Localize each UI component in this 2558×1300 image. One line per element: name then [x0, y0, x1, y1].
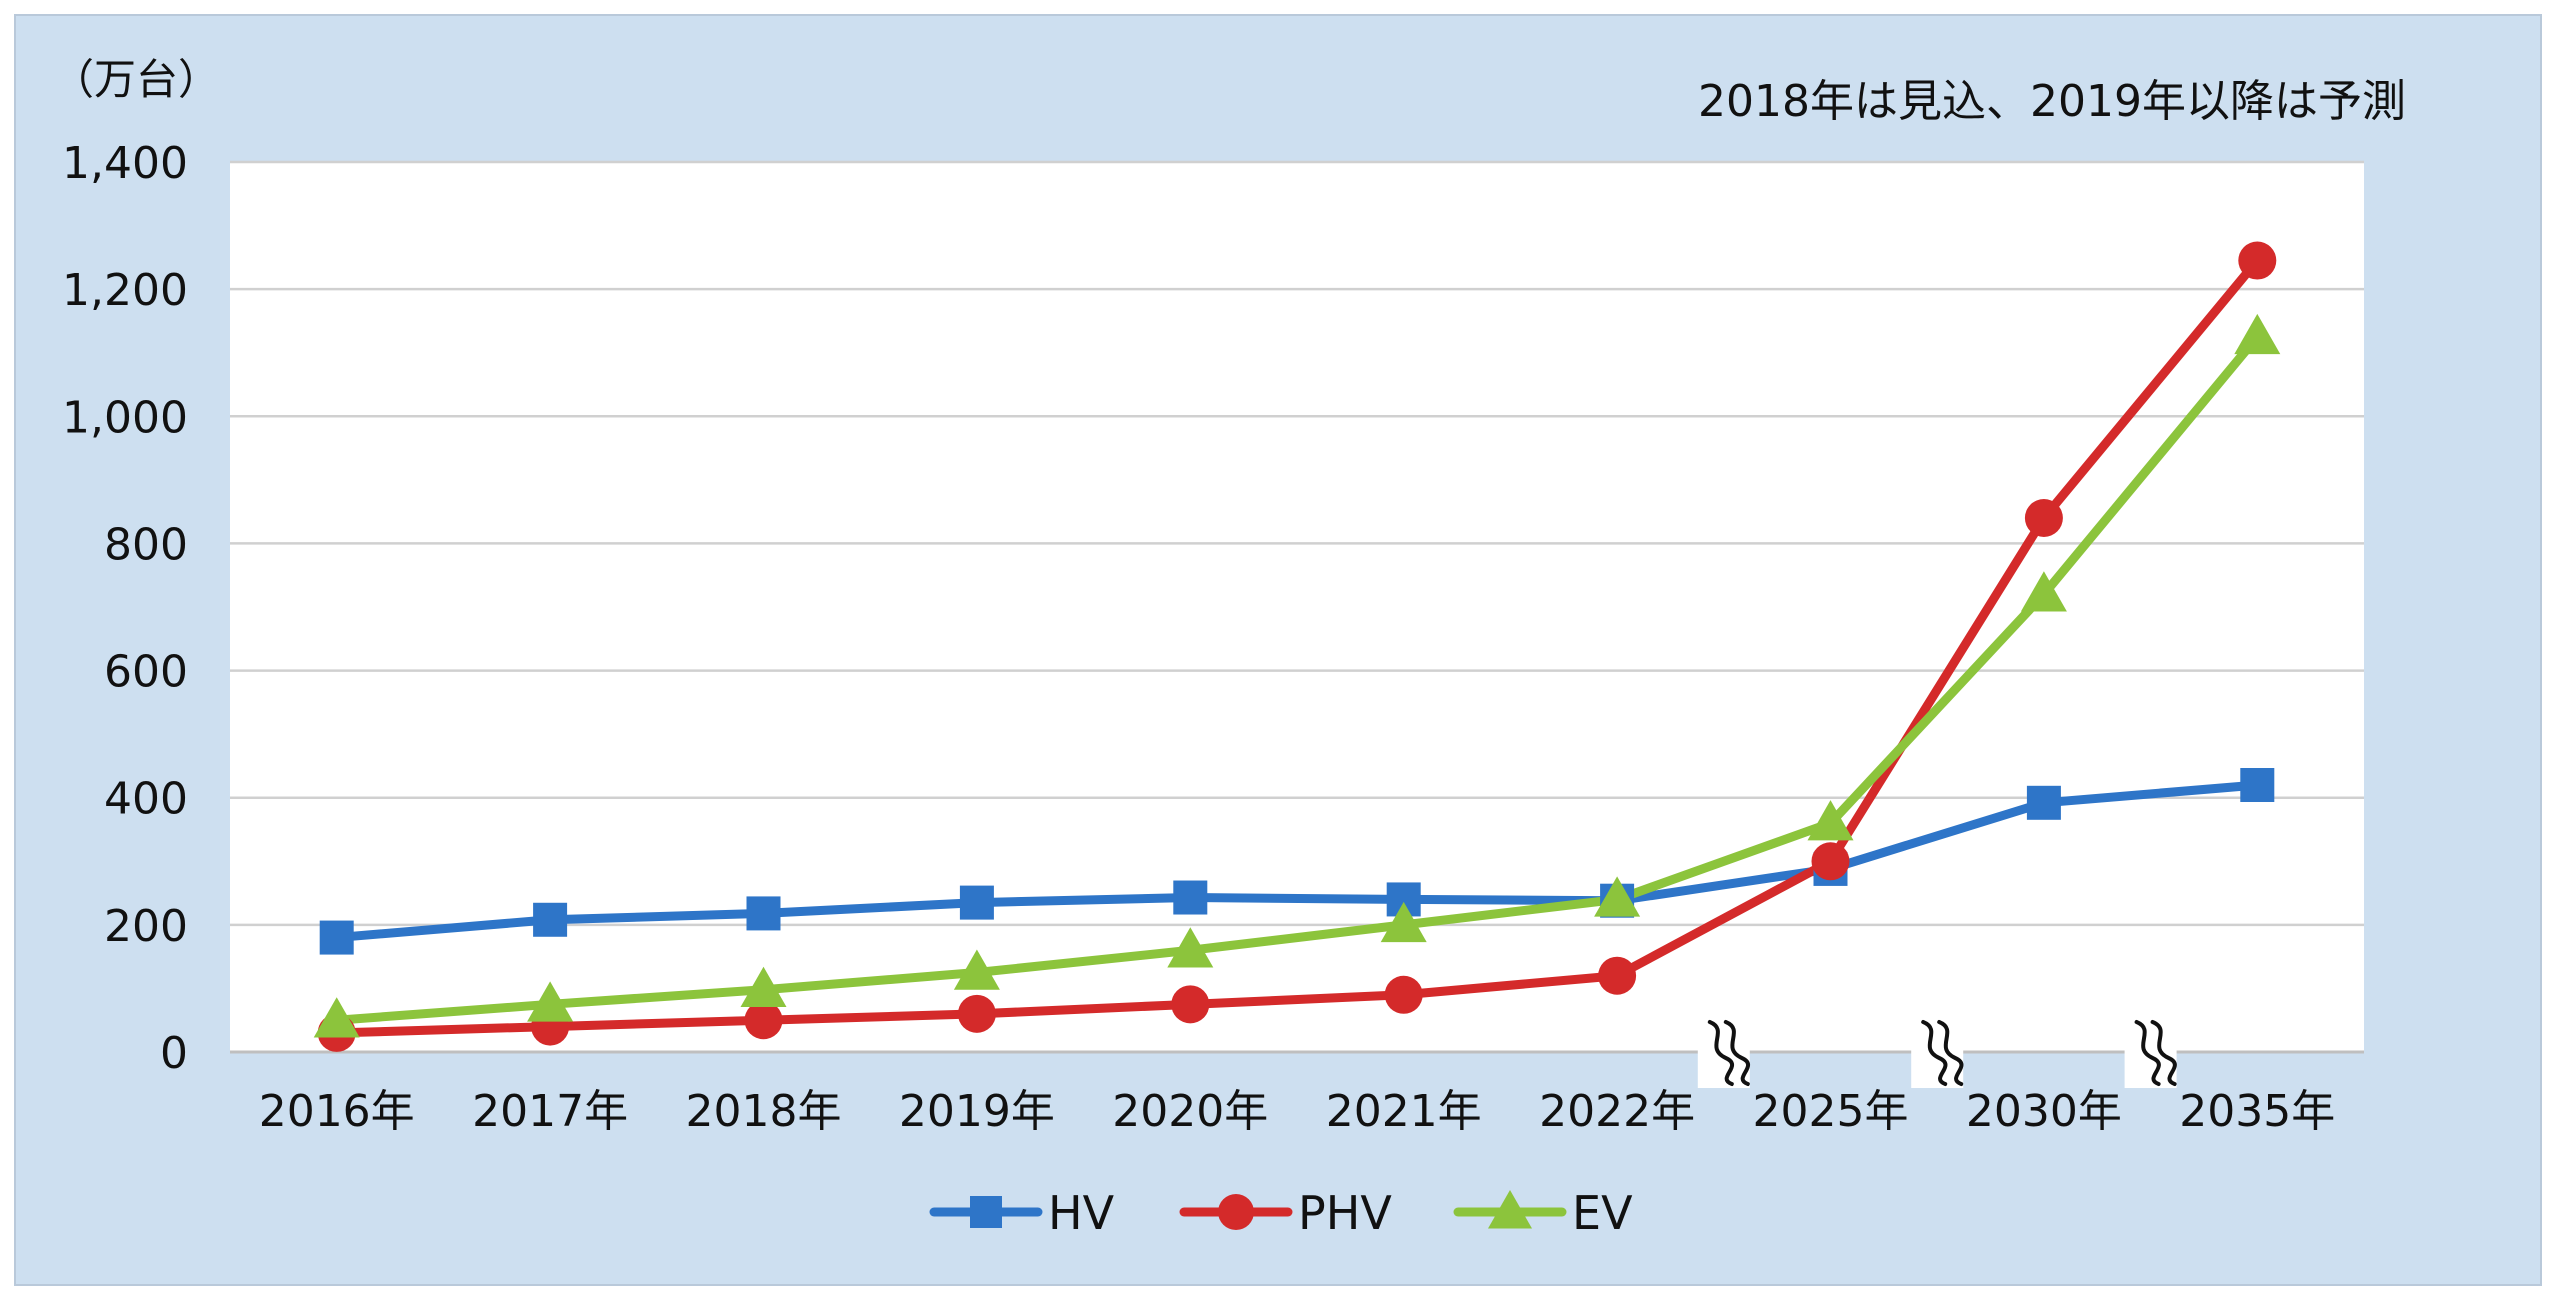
- y-tick-label: 1,000: [62, 392, 188, 443]
- ev-series-line: [332, 332, 2262, 1025]
- legend: HV PHV EV: [929, 1186, 1633, 1240]
- ev-data-point: [1807, 800, 1854, 841]
- legend-ev-swatch-marker: [1488, 1190, 1532, 1229]
- hv-data-point: [746, 896, 781, 931]
- phv-data-point: [957, 994, 996, 1033]
- phv-data-point: [744, 1001, 783, 1040]
- ev-data-point: [2234, 313, 2281, 355]
- y-tick-label: 600: [104, 647, 188, 698]
- y-tick-label: 1,200: [62, 265, 188, 316]
- axis-break-stroke: [1921, 1020, 1948, 1086]
- phv-data-point: [1811, 842, 1850, 881]
- y-tick-label: 1,400: [62, 138, 188, 189]
- y-unit-label: （万台）: [52, 55, 220, 104]
- legend-phv-swatch-marker: [1218, 1194, 1254, 1230]
- x-tick-label: 2025年: [1753, 1086, 1909, 1137]
- ev-data-point: [740, 966, 787, 1007]
- hv-data-point: [2240, 768, 2275, 802]
- x-tick-label: 2021年: [1326, 1086, 1482, 1137]
- x-tick-label: 2017年: [472, 1086, 628, 1137]
- ev-data-point: [2020, 571, 2067, 612]
- x-tick-label: 2018年: [686, 1086, 842, 1137]
- legend-ev-label: EV: [1572, 1186, 1633, 1240]
- series-markers: [313, 241, 2281, 1052]
- axis-break-mask: [2124, 1016, 2177, 1088]
- phv-series-line: [332, 256, 2262, 1038]
- plot-area: [230, 162, 2364, 1052]
- axis-break-stroke: [1723, 1020, 1750, 1086]
- x-tick-label: 2022年: [1539, 1086, 1695, 1137]
- x-tick-label: 2020年: [1112, 1086, 1268, 1137]
- y-tick-label: 800: [104, 519, 188, 570]
- y-tick-label: 0: [160, 1028, 188, 1079]
- x-tick-label: 2030年: [1966, 1086, 2122, 1137]
- axis-break-mask: [1911, 1016, 1964, 1088]
- axis-break-symbol: [1911, 1016, 1964, 1088]
- x-tick-label: 2019年: [899, 1086, 1055, 1137]
- legend-hv-label: HV: [1048, 1186, 1115, 1240]
- series-lines: [332, 256, 2262, 1038]
- axis-break-symbol: [2124, 1016, 2177, 1088]
- axis-break-stroke: [1707, 1020, 1734, 1086]
- phv-data-point: [1384, 975, 1423, 1014]
- x-axis-ticks: 2016年 2017年 2018年 2019年 2020年 2021年 2022年 2025年…: [259, 1086, 2336, 1137]
- forecast-note: 2018年は見込、2019年以降は予測: [1698, 76, 2406, 127]
- hv-data-point: [959, 885, 994, 920]
- legend-phv-label: PHV: [1298, 1186, 1392, 1240]
- phv-data-point: [2238, 241, 2277, 280]
- y-tick-label: 200: [104, 901, 188, 952]
- x-tick-label: 2035年: [2179, 1086, 2335, 1137]
- hv-series-line: [332, 780, 2262, 943]
- ev-data-point: [953, 949, 1000, 990]
- axis-break-stroke: [2134, 1020, 2161, 1086]
- ev-data-point: [1380, 901, 1427, 943]
- phv-data-point: [1598, 956, 1637, 995]
- axis-break-mask: [1697, 1016, 1750, 1088]
- phv-data-point: [2024, 499, 2063, 537]
- axis-break-stroke: [1937, 1020, 1964, 1086]
- hv-data-point: [533, 902, 568, 937]
- axis-break-stroke: [2150, 1020, 2177, 1086]
- hv-data-point: [2026, 785, 2061, 820]
- legend-hv-swatch-marker: [970, 1196, 1002, 1228]
- axis-break-symbol: [1697, 1016, 1750, 1088]
- phv-data-point: [1171, 985, 1210, 1024]
- gridlines: [230, 160, 2364, 1054]
- hv-data-point: [1173, 880, 1208, 915]
- chart-frame: 0 200 400 600 800 1,000 1,200 1,400 2016年 2017年 2…: [14, 14, 2542, 1286]
- x-tick-label: 2016年: [259, 1086, 415, 1137]
- ev-data-point: [1167, 927, 1214, 968]
- y-axis-ticks: 0 200 400 600 800 1,000 1,200 1,400: [62, 138, 188, 1079]
- axis-breaks: [1697, 1016, 2177, 1088]
- y-tick-label: 400: [104, 774, 188, 825]
- ev-data-point: [1594, 876, 1641, 917]
- hv-data-point: [319, 920, 354, 955]
- ev-data-point: [313, 997, 360, 1038]
- ev-data-point: [527, 981, 574, 1022]
